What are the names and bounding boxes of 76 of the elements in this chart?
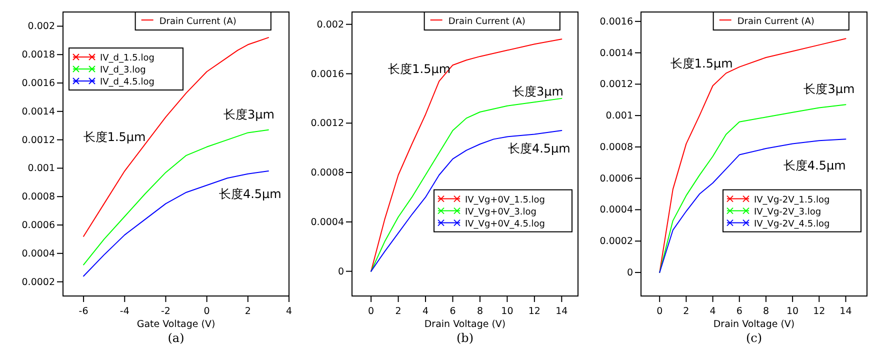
x-tick-label: 4 xyxy=(710,306,716,317)
text: (c) xyxy=(746,331,762,345)
x-tick-label: 4 xyxy=(286,306,292,317)
legend-label: IV_Vg+0V_1.5.log xyxy=(465,195,545,206)
legend-label: IV_Vg+0V_3.log xyxy=(465,207,536,218)
x-tick-label: 6 xyxy=(736,306,742,317)
y-tick-label: 0.0006 xyxy=(600,173,633,184)
text: (b) xyxy=(456,331,474,345)
y-tick-label: 0.0002 xyxy=(22,276,55,288)
annotation: 长度3μm xyxy=(223,107,274,122)
y-tick-label: 0.0004 xyxy=(22,248,55,260)
y-tick-label: 0.002 xyxy=(28,21,55,32)
x-tick-label: 4 xyxy=(422,306,429,317)
x-tick-label: 8 xyxy=(762,306,769,317)
line-series xyxy=(659,138,846,273)
y-tick-label: 0.0016 xyxy=(22,78,55,90)
y-tick-label: 0.0016 xyxy=(310,68,344,80)
x-tick-label: 2 xyxy=(244,306,251,317)
x-tick-label: 14 xyxy=(840,306,852,317)
x-tick-label: -6 xyxy=(78,306,88,317)
legend-label: IV_Vg+0V_4.5.log xyxy=(465,219,545,230)
text: (a) xyxy=(168,331,184,345)
x-axis-title: Drain Voltage (V) xyxy=(713,319,795,330)
x-tick-label: 0 xyxy=(204,306,210,317)
x-tick-label: 10 xyxy=(501,306,514,317)
annotation: 长度3μm xyxy=(512,84,564,99)
annotation: 长度4.5μm xyxy=(508,142,570,156)
y-tick-label: 0.0014 xyxy=(600,48,633,59)
x-tick-label: 2 xyxy=(395,306,402,317)
y-axis-title: Drain Current (A) xyxy=(448,17,526,27)
x-tick-label: 12 xyxy=(528,306,540,317)
y-tick-label: 0.001 xyxy=(606,110,633,122)
x-tick-label: 0 xyxy=(656,306,663,317)
y-tick-label: 0.0004 xyxy=(600,204,633,216)
x-tick-label: 10 xyxy=(786,306,799,317)
y-tick-label: 0.0004 xyxy=(310,216,344,228)
x-axis-title: Drain Voltage (V) xyxy=(424,319,506,330)
annotation: 长度4.5μm xyxy=(783,158,846,173)
legend-label: IV_Vg-2V_3.log xyxy=(754,207,822,218)
y-tick-label: 0.0012 xyxy=(600,79,633,90)
y-tick-label: 0.0008 xyxy=(310,168,344,179)
legend-label: IV_Vg-2V_4.5.log xyxy=(754,219,830,230)
annotation: 长度3μm xyxy=(804,82,855,96)
annotation: 长度1.5μm xyxy=(83,130,146,144)
x-tick-label: 0 xyxy=(368,306,374,317)
annotation: 长度1.5μm xyxy=(388,62,451,76)
y-tick-label: 0.0012 xyxy=(22,134,55,146)
y-tick-label: 0.0008 xyxy=(600,142,633,153)
x-tick-label: 2 xyxy=(683,306,690,317)
x-tick-label: 8 xyxy=(476,306,483,317)
y-tick-label: 0.0002 xyxy=(600,236,633,248)
annotation: 长度4.5μm xyxy=(218,186,282,201)
y-tick-label: 0.0016 xyxy=(600,16,633,28)
y-tick-label: 0.0018 xyxy=(22,50,55,61)
legend-label: IV_d_3.log xyxy=(100,66,146,76)
legend-label: IV_d_1.5.log xyxy=(100,54,154,64)
legend-label: IV_Vg-2V_1.5.log xyxy=(754,195,830,206)
y-tick-label: 0.0012 xyxy=(310,118,344,130)
legend-label: IV_d_4.5.log xyxy=(100,78,154,88)
y-tick-label: 0 xyxy=(626,268,633,279)
y-tick-label: 0.0014 xyxy=(22,106,55,118)
x-axis-title: Gate Voltage (V) xyxy=(136,319,216,330)
annotation: 长度1.5μm xyxy=(670,56,733,70)
x-tick-label: 14 xyxy=(556,306,568,317)
x-tick-label: 12 xyxy=(813,306,826,317)
y-tick-label: 0.0008 xyxy=(22,192,55,203)
x-tick-label: 6 xyxy=(450,306,456,317)
y-axis-title: Drain Current (A) xyxy=(159,17,236,27)
x-tick-label: -2 xyxy=(160,306,170,317)
line-series xyxy=(659,104,846,273)
y-axis-title: Drain Current (A) xyxy=(737,17,814,27)
x-tick-label: -4 xyxy=(120,306,130,317)
y-tick-label: 0.001 xyxy=(28,163,55,174)
y-tick-label: 0.0006 xyxy=(22,220,55,232)
y-tick-label: 0.002 xyxy=(316,19,344,30)
y-tick-label: 0 xyxy=(338,266,344,278)
